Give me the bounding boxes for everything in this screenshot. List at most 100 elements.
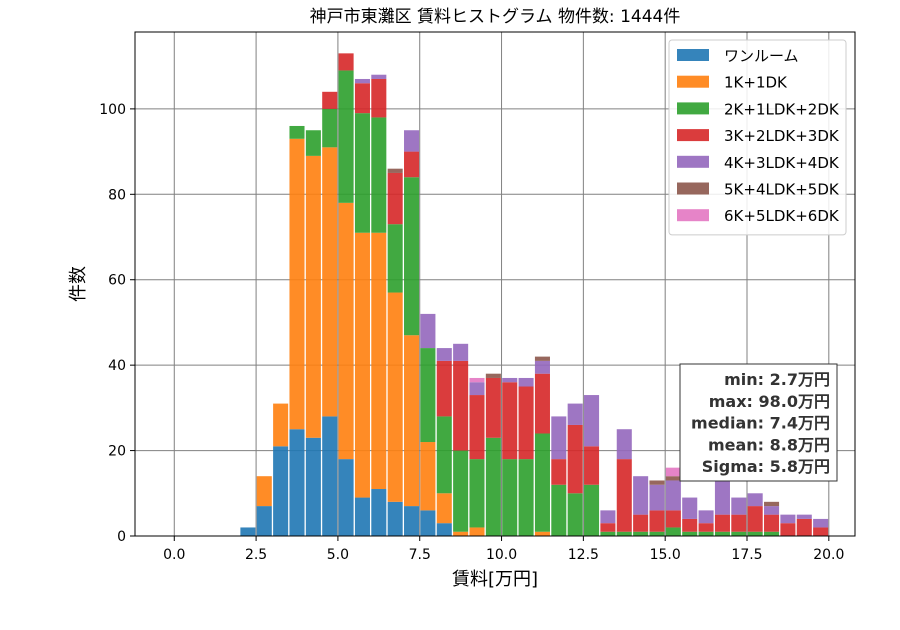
legend-swatch — [677, 102, 709, 115]
histogram-bar — [371, 74, 387, 79]
histogram-bar — [338, 53, 354, 71]
histogram-bar — [682, 531, 698, 536]
histogram-bar — [387, 172, 403, 225]
histogram-bar — [714, 480, 730, 515]
y-axis-label: 件数 — [68, 266, 89, 302]
histogram-bar — [714, 531, 730, 536]
histogram-bar — [764, 501, 780, 507]
histogram-bar — [534, 433, 550, 532]
legend-swatch — [677, 75, 709, 88]
histogram-bar — [371, 117, 387, 233]
histogram-bar — [616, 459, 632, 532]
histogram-bar — [338, 202, 354, 460]
histogram-bar — [600, 523, 616, 532]
histogram-bar — [240, 527, 256, 536]
legend-entry: 1K+1DK — [724, 74, 788, 92]
legend-entry: 6K+5LDK+6DK — [724, 207, 840, 225]
legend-swatch — [677, 182, 709, 195]
histogram-bar — [616, 429, 632, 460]
histogram-bar — [305, 155, 321, 438]
histogram-bar — [665, 510, 681, 528]
histogram-bar — [420, 313, 436, 349]
legend-entry: 2K+1LDK+2DK — [724, 100, 840, 118]
histogram-bar — [420, 348, 436, 443]
histogram-bar — [682, 518, 698, 532]
histogram-bar — [551, 416, 567, 460]
histogram-bar — [256, 476, 272, 507]
histogram-bar — [485, 377, 501, 438]
histogram-bar — [796, 514, 812, 519]
histogram-bar — [289, 429, 305, 536]
histogram-bar — [469, 395, 485, 460]
histogram-bar — [649, 531, 665, 536]
histogram-bar — [354, 78, 370, 84]
plot-frame — [134, 31, 856, 537]
histogram-bar — [567, 403, 583, 425]
legend-entry: ワンルーム — [724, 47, 799, 65]
histogram-bar — [764, 514, 780, 532]
x-tick-label: 17.5 — [731, 547, 762, 563]
histogram-bar — [338, 459, 354, 536]
histogram-bar — [273, 403, 289, 447]
legend-entry: 4K+3LDK+4DK — [724, 154, 840, 172]
histogram-bar — [731, 497, 747, 515]
x-tick-label: 5.0 — [327, 547, 349, 563]
legend-swatch — [677, 209, 709, 222]
stats-line: mean: 8.8万円 — [708, 435, 830, 454]
histogram-bar — [796, 518, 812, 536]
histogram-bar — [485, 373, 501, 378]
histogram-bar — [633, 476, 649, 515]
histogram-bar — [764, 531, 780, 536]
histogram-bar — [387, 224, 403, 293]
histogram-bar — [714, 514, 730, 532]
histogram-bar — [502, 377, 518, 383]
histogram-bar — [665, 527, 681, 536]
histogram-bar — [404, 335, 420, 507]
histogram-bar — [453, 531, 469, 536]
histogram-bar — [584, 484, 600, 536]
histogram-bar — [698, 531, 714, 536]
x-tick-label: 2.5 — [245, 547, 267, 563]
histogram-bar — [289, 138, 305, 430]
histogram-bar — [256, 506, 272, 536]
histogram-bar — [567, 424, 583, 494]
histogram-bar — [584, 446, 600, 485]
histogram-bar — [322, 91, 338, 109]
histogram-bar — [305, 437, 321, 536]
histogram-bar — [387, 168, 403, 173]
histogram-bar — [436, 416, 452, 494]
histogram-bar — [371, 489, 387, 536]
histogram-bar — [273, 446, 289, 536]
histogram-bar — [731, 514, 747, 532]
histogram-bar — [518, 386, 534, 460]
x-axis-label: 賃料[万円] — [452, 569, 538, 590]
y-tick-label: 20 — [108, 444, 126, 460]
histogram-bar — [698, 510, 714, 524]
histogram-bar — [633, 514, 649, 532]
histogram-bar — [747, 531, 763, 536]
stats-line: median: 7.4万円 — [691, 414, 830, 433]
histogram-bar — [354, 83, 370, 114]
histogram-bar — [436, 523, 452, 536]
histogram-bar — [649, 510, 665, 532]
histogram-bar — [404, 177, 420, 336]
y-tick-label: 0 — [117, 529, 126, 545]
histogram-bar — [665, 467, 681, 477]
histogram-bar — [567, 493, 583, 536]
x-tick-label: 10.0 — [486, 547, 517, 563]
histogram-bar — [747, 506, 763, 532]
histogram-bar — [665, 480, 681, 511]
histogram-bar — [698, 523, 714, 532]
histogram-bar — [436, 348, 452, 361]
histogram-bar — [518, 459, 534, 536]
histogram-bar — [436, 493, 452, 524]
legend-entry: 5K+4LDK+5DK — [724, 181, 840, 199]
histogram-bar — [534, 373, 550, 434]
y-tick-label: 40 — [108, 358, 126, 374]
histogram-bar — [453, 360, 469, 451]
histogram-bar — [551, 484, 567, 536]
histogram-bar — [404, 506, 420, 536]
stats-line: Sigma: 5.8万円 — [702, 457, 830, 476]
histogram-bar — [813, 518, 829, 528]
